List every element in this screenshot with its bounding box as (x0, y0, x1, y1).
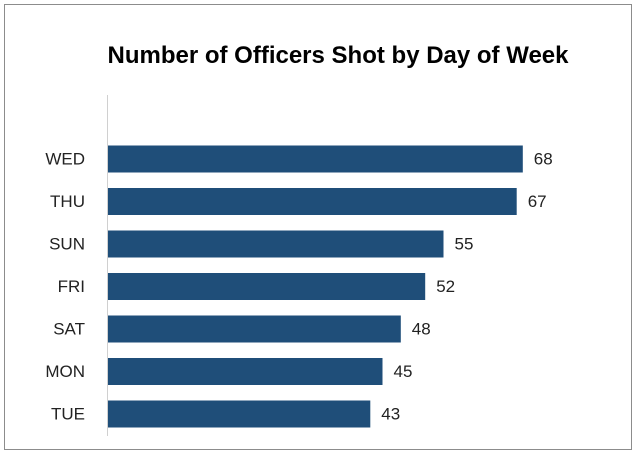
chart-title: Number of Officers Shot by Day of Week (107, 42, 569, 69)
y-tick-label: SAT (53, 319, 85, 338)
value-label: 55 (455, 234, 474, 253)
value-label: 52 (436, 277, 455, 296)
bar (108, 358, 383, 385)
bar (108, 315, 401, 343)
chart-frame (4, 4, 632, 450)
bar (108, 400, 371, 428)
bar (108, 273, 426, 300)
bar (108, 230, 444, 258)
y-tick-label: SUN (49, 234, 85, 253)
bar (108, 145, 523, 173)
value-label: 68 (534, 149, 553, 168)
y-tick-label: FRI (58, 277, 85, 296)
value-label: 67 (528, 192, 547, 211)
y-tick-label: WED (45, 149, 85, 168)
y-tick-label: THU (50, 192, 85, 211)
value-label: 45 (394, 362, 413, 381)
y-tick-label: TUE (51, 404, 85, 423)
y-tick-label: MON (45, 362, 85, 381)
value-label: 43 (381, 404, 400, 423)
value-label: 48 (412, 319, 431, 338)
bar (108, 188, 517, 215)
